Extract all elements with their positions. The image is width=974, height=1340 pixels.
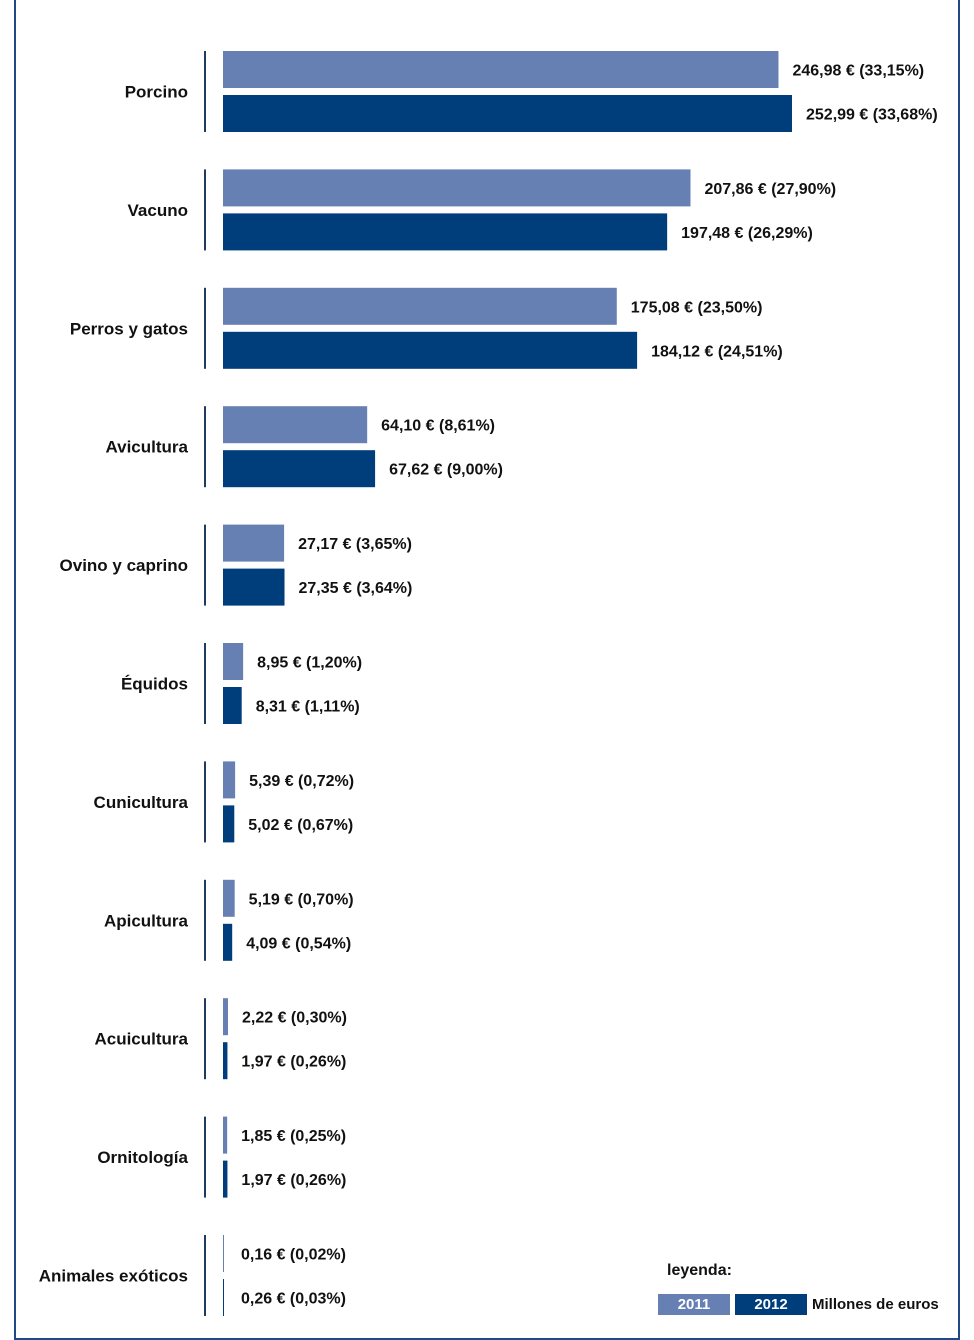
- value-label-perros-y-gatos-2011: 175,08 € (23,50%): [631, 299, 763, 316]
- bar-animales-exoticos-2012: [223, 1279, 224, 1316]
- bar-perros-y-gatos-2012: [223, 331, 638, 369]
- legend-units: Millones de euros: [812, 1296, 939, 1313]
- category-label-ornitologia: Ornitología: [97, 1148, 188, 1167]
- category-label-cunicultura: Cunicultura: [94, 793, 189, 812]
- value-label-ovino-y-caprino-2012: 27,35 € (3,64%): [299, 580, 413, 597]
- value-label-animales-exoticos-2011: 0,16 € (0,02%): [241, 1247, 346, 1264]
- value-label-perros-y-gatos-2012: 184,12 € (24,51%): [651, 343, 783, 360]
- legend-item-2011: 2011: [658, 1294, 730, 1315]
- bar-avicultura-2011: [223, 406, 368, 444]
- legend: leyenda: 2011 2012 Millones de euros: [658, 1262, 958, 1320]
- bar-apicultura-2011: [223, 879, 235, 917]
- value-label-apicultura-2012: 4,09 € (0,54%): [246, 935, 351, 952]
- value-label-apicultura-2011: 5,19 € (0,70%): [249, 891, 354, 908]
- value-label-acuicultura-2012: 1,97 € (0,26%): [241, 1054, 346, 1071]
- category-label-acuicultura: Acuicultura: [94, 1030, 188, 1049]
- legend-title: leyenda:: [667, 1262, 732, 1279]
- bar-vacuno-2011: [223, 169, 691, 207]
- category-label-ovino-y-caprino: Ovino y caprino: [60, 556, 188, 575]
- value-label-avicultura-2012: 67,62 € (9,00%): [389, 462, 503, 479]
- category-label-perros-y-gatos: Perros y gatos: [70, 319, 188, 338]
- bar-ovino-y-caprino-2011: [223, 524, 285, 562]
- value-label-ovino-y-caprino-2011: 27,17 € (3,65%): [298, 536, 412, 553]
- value-label-cunicultura-2011: 5,39 € (0,72%): [249, 773, 354, 790]
- value-label-animales-exoticos-2012: 0,26 € (0,03%): [241, 1291, 346, 1308]
- bar-vacuno-2012: [223, 213, 668, 251]
- value-label-ornitologia-2011: 1,85 € (0,25%): [241, 1128, 346, 1145]
- bar-equidos-2012: [223, 687, 242, 724]
- bar-ornitologia-2011: [223, 1116, 228, 1154]
- bar-equidos-2011: [223, 643, 244, 680]
- category-label-porcino: Porcino: [125, 83, 188, 102]
- value-label-equidos-2011: 8,95 € (1,20%): [257, 655, 362, 672]
- bar-avicultura-2012: [223, 450, 376, 488]
- bar-cunicultura-2011: [223, 761, 236, 799]
- bar-ovino-y-caprino-2012: [223, 568, 285, 606]
- value-label-vacuno-2012: 197,48 € (26,29%): [681, 225, 813, 242]
- bar-acuicultura-2011: [223, 998, 228, 1036]
- bar-porcino-2011: [223, 51, 779, 88]
- bar-perros-y-gatos-2011: [223, 287, 617, 325]
- category-label-vacuno: Vacuno: [128, 201, 188, 220]
- legend-item-2012: 2012: [735, 1294, 807, 1315]
- category-label-animales-exoticos: Animales exóticos: [39, 1267, 188, 1286]
- value-label-vacuno-2011: 207,86 € (27,90%): [704, 181, 836, 198]
- value-label-equidos-2012: 8,31 € (1,11%): [256, 699, 360, 716]
- value-label-cunicultura-2012: 5,02 € (0,67%): [248, 817, 353, 834]
- bar-animales-exoticos-2011: [223, 1235, 224, 1272]
- value-label-ornitologia-2012: 1,97 € (0,26%): [241, 1172, 346, 1189]
- bar-ornitologia-2012: [223, 1160, 228, 1198]
- bar-acuicultura-2012: [223, 1042, 228, 1080]
- bar-cunicultura-2012: [223, 805, 235, 843]
- category-label-apicultura: Apicultura: [104, 911, 189, 930]
- value-label-porcino-2012: 252,99 € (33,68%): [806, 107, 938, 124]
- bar-porcino-2012: [223, 95, 792, 132]
- bar-apicultura-2012: [223, 923, 233, 961]
- category-label-avicultura: Avicultura: [105, 438, 188, 457]
- value-label-avicultura-2011: 64,10 € (8,61%): [381, 418, 495, 435]
- value-label-acuicultura-2011: 2,22 € (0,30%): [242, 1010, 347, 1027]
- value-label-porcino-2011: 246,98 € (33,15%): [792, 63, 924, 80]
- category-label-equidos: Équidos: [121, 675, 188, 694]
